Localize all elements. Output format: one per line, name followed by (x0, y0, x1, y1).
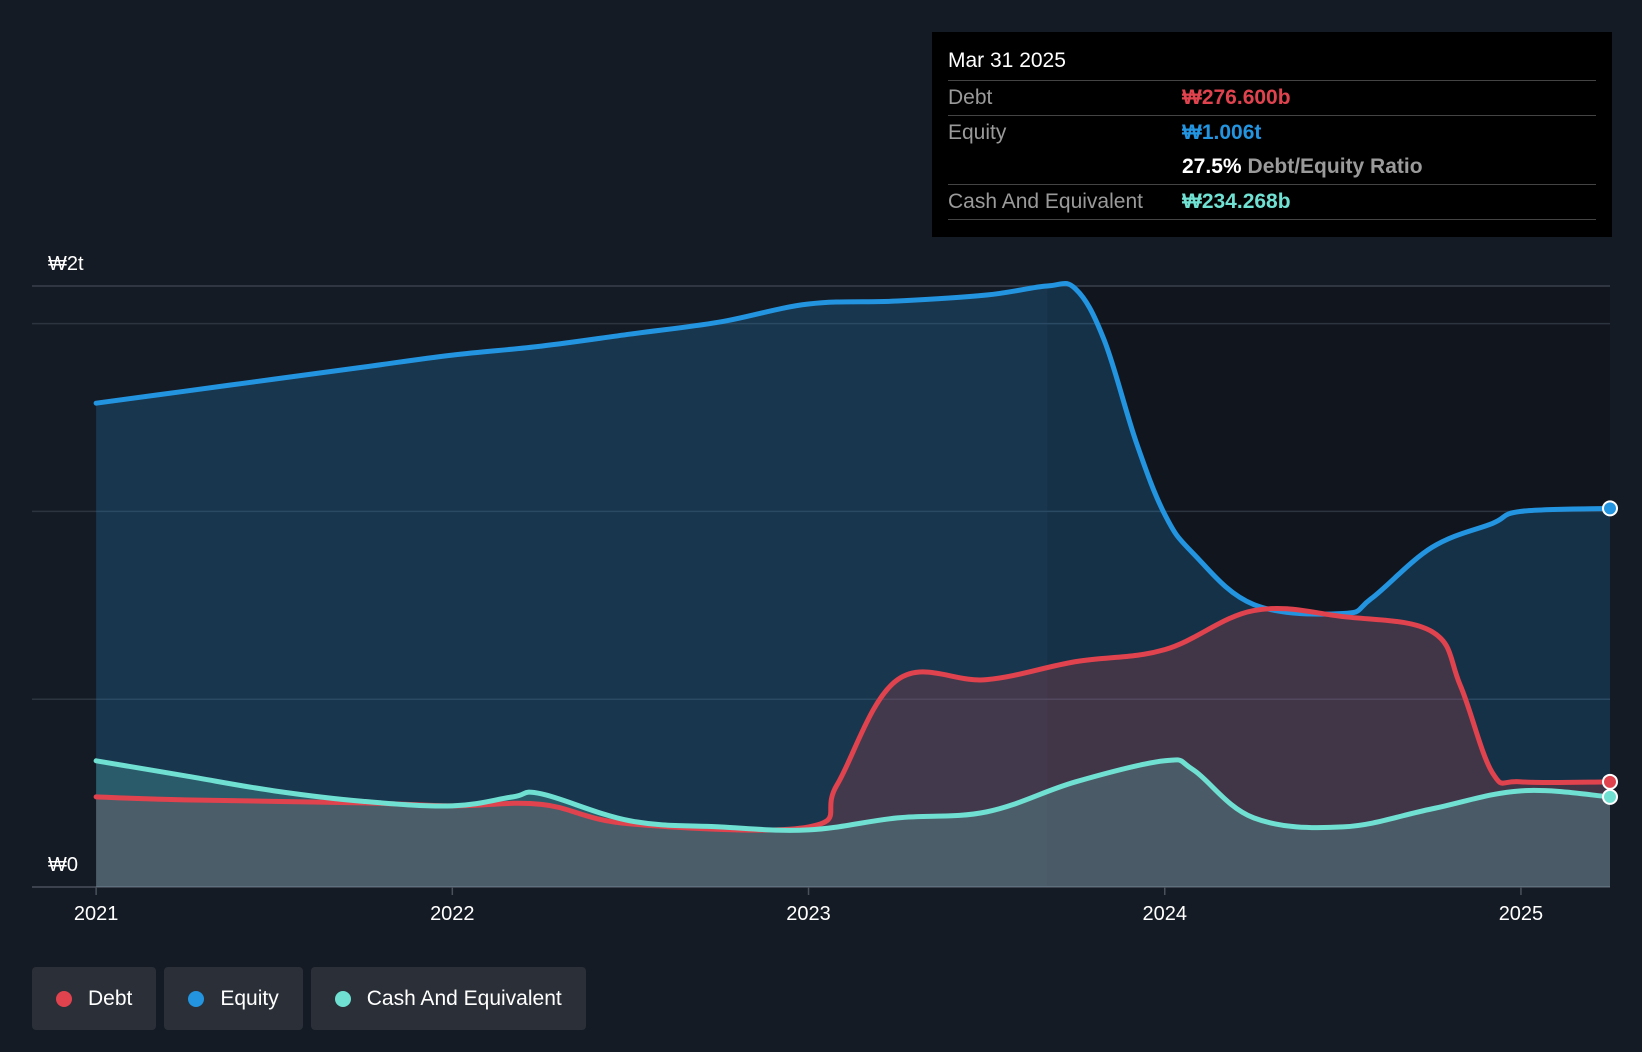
y-axis-bottom-label: ₩0 (48, 854, 78, 876)
cash-and-equivalent-end-marker (1602, 788, 1618, 805)
tooltip-cash-value: ₩234.268b (1182, 190, 1291, 213)
x-tick-label-2023: 2023 (786, 903, 831, 925)
legend-debt-label: Debt (88, 986, 133, 1010)
equity-dot-icon (188, 990, 205, 1007)
debt-area (96, 608, 1610, 887)
debt-dot-icon (56, 990, 72, 1007)
legend: Debt Equity Cash And Equivalent (32, 967, 586, 1030)
tooltip-equity-label: Equity (948, 121, 1007, 144)
tooltip-panel: Mar 31 2025 Debt ₩276.600b Equity ₩1.006… (932, 32, 1612, 237)
tooltip-ratio-label: Debt/Equity Ratio (1247, 155, 1423, 178)
cash-and-equivalent-line (93, 757, 1613, 833)
legend-item-debt[interactable]: Debt (32, 967, 157, 1030)
x-tick-label-2025: 2025 (1499, 903, 1544, 925)
legend-item-cash[interactable]: Cash And Equivalent (310, 967, 586, 1030)
legend-equity-label: Equity (220, 986, 279, 1010)
x-tick-label-2021: 2021 (74, 903, 119, 925)
tooltip-cash-label: Cash And Equivalent (948, 190, 1143, 213)
tooltip-debt-row: Debt ₩276.600b (948, 81, 1596, 116)
x-tick-label-2022: 2022 (430, 903, 475, 925)
tooltip-cash-row: Cash And Equivalent ₩234.268b (948, 185, 1596, 220)
equity-line (93, 280, 1613, 617)
tooltip-ratio-row: 27.5% Debt/Equity Ratio (948, 150, 1596, 185)
tooltip-equity-row: Equity ₩1.006t (948, 116, 1596, 150)
y-axis-top-label: ₩2t (48, 253, 84, 275)
tooltip-date: Mar 31 2025 (948, 46, 1596, 81)
equity-area (96, 283, 1610, 888)
legend-cash-label: Cash And Equivalent (366, 986, 562, 1010)
equity-end-marker (1602, 500, 1618, 517)
debt-end-marker (1602, 773, 1618, 790)
tooltip-debt-value: ₩276.600b (1182, 86, 1291, 109)
tooltip-ratio-value: 27.5% (1182, 155, 1242, 178)
cash-and-equivalent-area (96, 759, 1610, 887)
cash-dot-icon (334, 990, 351, 1007)
legend-item-equity[interactable]: Equity (164, 967, 303, 1030)
plot-future-bg (1047, 286, 1610, 887)
debt-equity-chart: ₩2t ₩0 2021 2022 2023 2024 2025 (32, 253, 1618, 925)
x-tick-label-2024: 2024 (1142, 903, 1187, 925)
tooltip-debt-label: Debt (948, 86, 993, 109)
tooltip-equity-value: ₩1.006t (1182, 121, 1262, 144)
